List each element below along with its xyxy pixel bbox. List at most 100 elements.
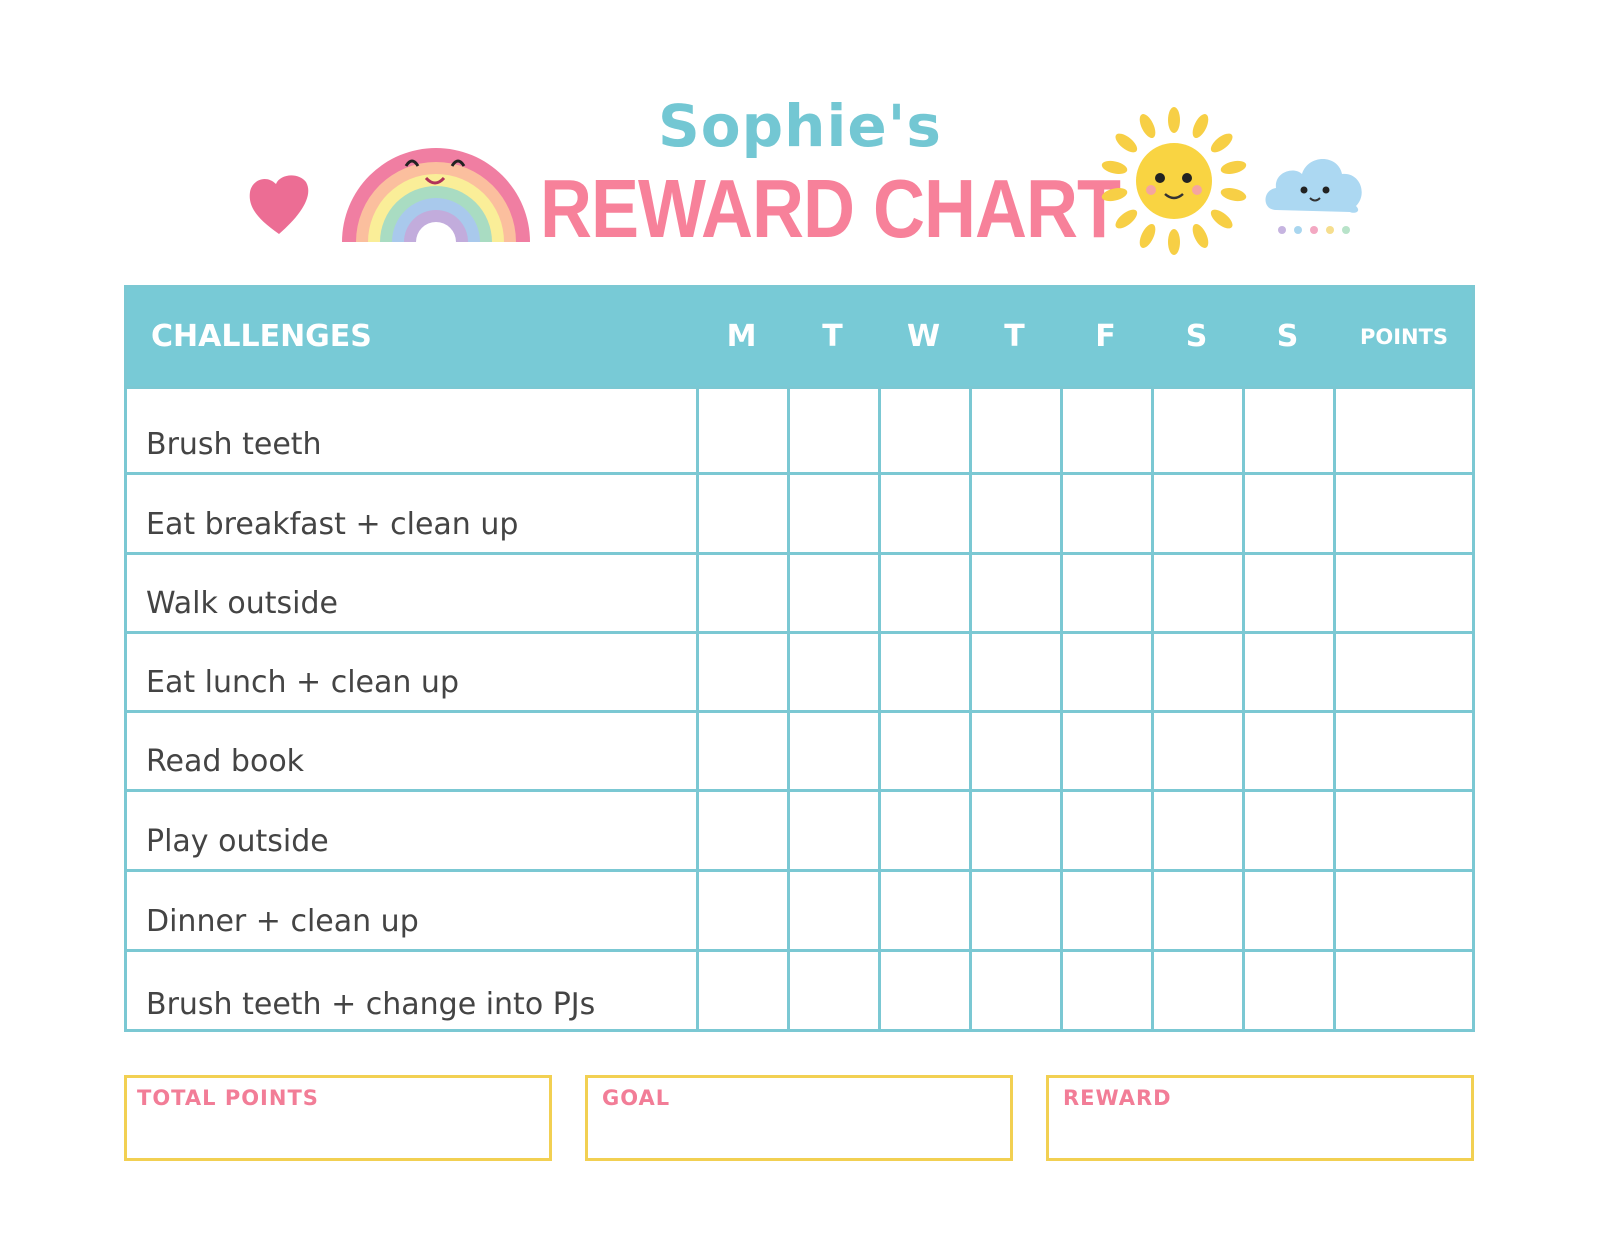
day-checkbox-cell[interactable] xyxy=(1060,713,1151,789)
challenge-label: Dinner + clean up xyxy=(146,904,419,939)
heart-icon xyxy=(249,175,309,234)
day-checkbox-cell[interactable] xyxy=(969,555,1060,631)
table-row: Read book xyxy=(127,710,1472,789)
day-checkbox-cell[interactable] xyxy=(1242,713,1333,789)
challenge-table: CHALLENGES M T W T F S S POINTS Brush te… xyxy=(124,285,1475,1032)
day-checkbox-cell[interactable] xyxy=(787,555,878,631)
day-checkbox-cell[interactable] xyxy=(1242,389,1333,472)
challenge-label: Eat breakfast + clean up xyxy=(146,507,519,542)
day-checkbox-cell[interactable] xyxy=(696,389,787,472)
column-header-thursday: T xyxy=(1004,319,1025,354)
challenge-label: Play outside xyxy=(146,824,329,859)
challenge-label: Read book xyxy=(146,744,305,779)
day-checkbox-cell[interactable] xyxy=(878,952,969,1032)
day-checkbox-cell[interactable] xyxy=(696,792,787,869)
sun-icon xyxy=(1101,107,1247,255)
day-checkbox-cell[interactable] xyxy=(1242,475,1333,552)
points-cell[interactable] xyxy=(1333,713,1475,789)
column-header-tuesday: T xyxy=(822,319,843,354)
day-checkbox-cell[interactable] xyxy=(1060,634,1151,710)
day-checkbox-cell[interactable] xyxy=(787,634,878,710)
day-checkbox-cell[interactable] xyxy=(787,713,878,789)
day-checkbox-cell[interactable] xyxy=(1060,555,1151,631)
table-row: Eat lunch + clean up xyxy=(127,631,1472,710)
challenge-label: Eat lunch + clean up xyxy=(146,665,459,700)
column-header-saturday: S xyxy=(1185,319,1208,354)
reward-label: REWARD xyxy=(1063,1086,1172,1110)
day-checkbox-cell[interactable] xyxy=(1242,872,1333,949)
column-header-sunday: S xyxy=(1276,319,1299,354)
column-header-monday: M xyxy=(726,319,757,354)
total-points-box[interactable]: TOTAL POINTS xyxy=(124,1075,552,1161)
day-checkbox-cell[interactable] xyxy=(1151,389,1242,472)
day-checkbox-cell[interactable] xyxy=(878,872,969,949)
day-checkbox-cell[interactable] xyxy=(1151,792,1242,869)
day-checkbox-cell[interactable] xyxy=(878,713,969,789)
table-row: Brush teeth + change into PJs xyxy=(127,949,1472,1032)
day-checkbox-cell[interactable] xyxy=(878,792,969,869)
points-cell[interactable] xyxy=(1333,872,1475,949)
day-checkbox-cell[interactable] xyxy=(1151,872,1242,949)
day-checkbox-cell[interactable] xyxy=(878,389,969,472)
chart-title: REWARD CHART xyxy=(540,163,1121,256)
table-row: Dinner + clean up xyxy=(127,869,1472,949)
rainbow-icon xyxy=(342,148,530,242)
day-checkbox-cell[interactable] xyxy=(787,952,878,1032)
points-cell[interactable] xyxy=(1333,952,1475,1032)
points-cell[interactable] xyxy=(1333,634,1475,710)
table-row: Walk outside xyxy=(127,552,1472,631)
day-checkbox-cell[interactable] xyxy=(969,952,1060,1032)
day-checkbox-cell[interactable] xyxy=(1151,634,1242,710)
points-cell[interactable] xyxy=(1333,792,1475,869)
day-checkbox-cell[interactable] xyxy=(1060,872,1151,949)
day-checkbox-cell[interactable] xyxy=(1060,952,1151,1032)
day-checkbox-cell[interactable] xyxy=(787,792,878,869)
day-checkbox-cell[interactable] xyxy=(696,713,787,789)
day-checkbox-cell[interactable] xyxy=(787,475,878,552)
column-header-challenges: CHALLENGES xyxy=(151,319,372,354)
table-row: Eat breakfast + clean up xyxy=(127,472,1472,552)
day-checkbox-cell[interactable] xyxy=(696,475,787,552)
cloud-icon xyxy=(1265,159,1362,234)
day-checkbox-cell[interactable] xyxy=(696,555,787,631)
day-checkbox-cell[interactable] xyxy=(1151,555,1242,631)
day-checkbox-cell[interactable] xyxy=(1060,792,1151,869)
reward-box[interactable]: REWARD xyxy=(1046,1075,1474,1161)
column-header-points: POINTS xyxy=(1359,325,1449,349)
day-checkbox-cell[interactable] xyxy=(969,634,1060,710)
day-checkbox-cell[interactable] xyxy=(787,389,878,472)
day-checkbox-cell[interactable] xyxy=(969,389,1060,472)
challenge-label: Brush teeth + change into PJs xyxy=(146,987,596,1022)
day-checkbox-cell[interactable] xyxy=(1060,475,1151,552)
day-checkbox-cell[interactable] xyxy=(696,634,787,710)
day-checkbox-cell[interactable] xyxy=(696,872,787,949)
column-header-wednesday: W xyxy=(906,319,941,354)
day-checkbox-cell[interactable] xyxy=(969,792,1060,869)
challenge-label: Walk outside xyxy=(146,586,338,621)
day-checkbox-cell[interactable] xyxy=(969,872,1060,949)
child-name: Sophie's xyxy=(658,92,942,160)
day-checkbox-cell[interactable] xyxy=(696,952,787,1032)
day-checkbox-cell[interactable] xyxy=(1151,952,1242,1032)
points-cell[interactable] xyxy=(1333,475,1475,552)
day-checkbox-cell[interactable] xyxy=(1242,555,1333,631)
day-checkbox-cell[interactable] xyxy=(1151,713,1242,789)
day-checkbox-cell[interactable] xyxy=(1151,475,1242,552)
day-checkbox-cell[interactable] xyxy=(1060,389,1151,472)
goal-label: GOAL xyxy=(602,1086,671,1110)
day-checkbox-cell[interactable] xyxy=(787,872,878,949)
day-checkbox-cell[interactable] xyxy=(969,713,1060,789)
day-checkbox-cell[interactable] xyxy=(1242,952,1333,1032)
table-header: CHALLENGES M T W T F S S POINTS xyxy=(127,288,1472,386)
day-checkbox-cell[interactable] xyxy=(878,475,969,552)
total-points-label: TOTAL POINTS xyxy=(137,1086,319,1110)
day-checkbox-cell[interactable] xyxy=(1242,634,1333,710)
day-checkbox-cell[interactable] xyxy=(878,634,969,710)
day-checkbox-cell[interactable] xyxy=(878,555,969,631)
day-checkbox-cell[interactable] xyxy=(1242,792,1333,869)
points-cell[interactable] xyxy=(1333,389,1475,472)
goal-box[interactable]: GOAL xyxy=(585,1075,1013,1161)
day-checkbox-cell[interactable] xyxy=(969,475,1060,552)
points-cell[interactable] xyxy=(1333,555,1475,631)
